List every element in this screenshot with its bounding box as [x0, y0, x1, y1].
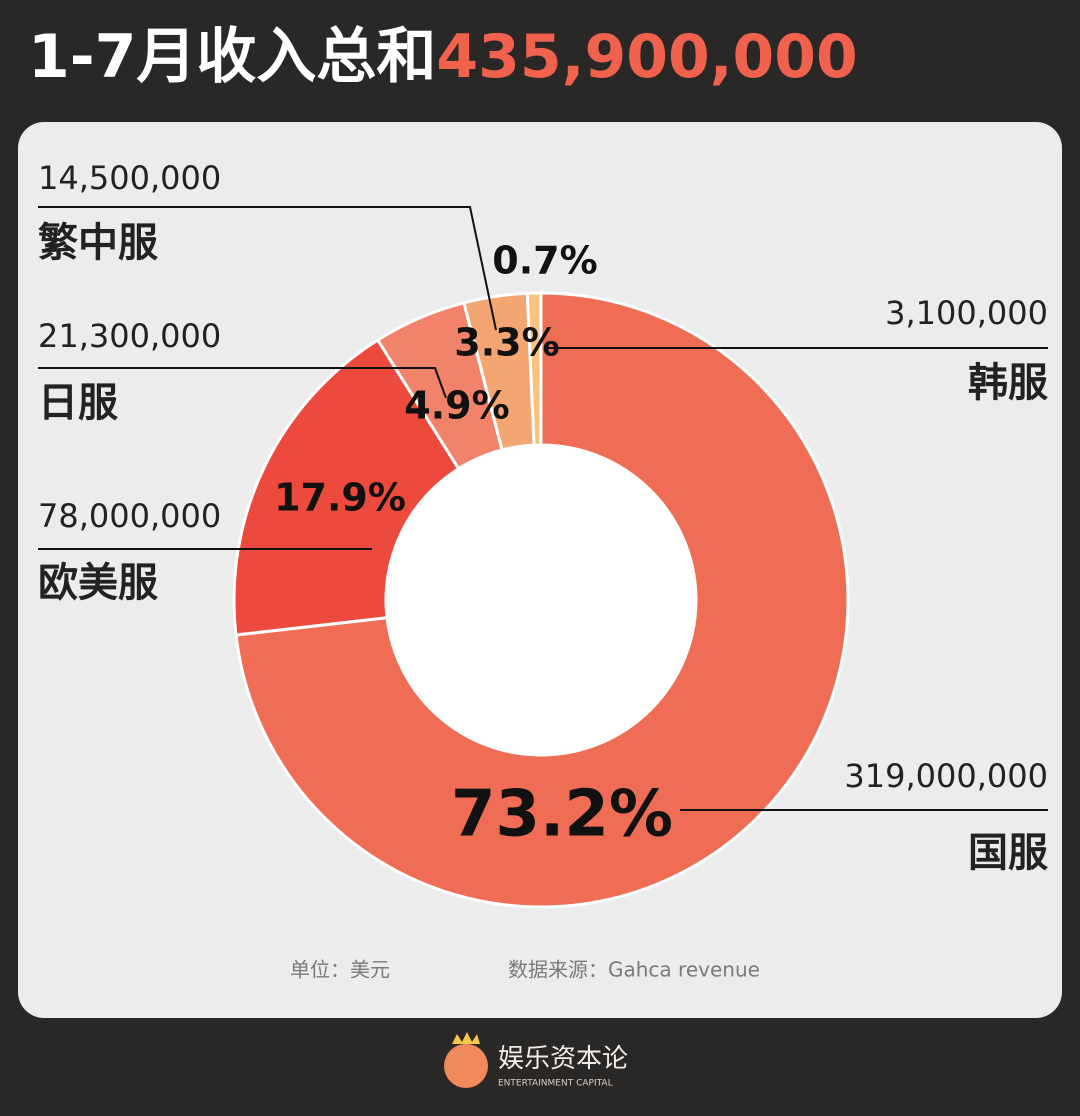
- category-label: 欧美服: [38, 560, 158, 606]
- amount-label: 21,300,000: [38, 317, 221, 355]
- share-label: 73.2%: [451, 778, 673, 852]
- title-total: 435,900,000: [436, 22, 857, 92]
- title-text: 1-7月收入总和: [28, 22, 436, 92]
- logo-brand-en: ENTERTAINMENT CAPITAL: [498, 1079, 613, 1089]
- share-label: 3.3%: [454, 321, 559, 365]
- category-label: 韩服: [968, 360, 1048, 406]
- slice: [234, 291, 850, 909]
- slice: [525, 291, 543, 447]
- source-note: 数据来源：Gahca revenue: [508, 958, 760, 982]
- donut-chart: 319,000,000 国服 73.2% 78,000,000 欧美服 17.9% 21,3…: [38, 159, 1048, 909]
- amount-label: 78,000,000: [38, 497, 221, 535]
- logo-brand: 娱乐资本论: [498, 1044, 628, 1074]
- logo-icon: [444, 1044, 488, 1088]
- amount-label: 319,000,000: [844, 757, 1048, 795]
- share-label: 17.9%: [274, 476, 406, 520]
- leader-line: [38, 206, 497, 331]
- leader-line: [38, 367, 447, 399]
- share-label: 0.7%: [492, 239, 597, 283]
- donut-hole: [387, 446, 695, 754]
- category-label: 繁中服: [38, 220, 158, 266]
- share-label: 4.9%: [404, 384, 509, 428]
- slice: [232, 337, 461, 637]
- category-label: 国服: [968, 830, 1048, 876]
- amount-label: 14,500,000: [38, 159, 221, 197]
- amount-label: 3,100,000: [885, 294, 1048, 332]
- title: 1-7月收入总和435,900,000: [28, 22, 858, 92]
- category-label: 日服: [38, 380, 118, 426]
- unit-note: 单位：美元: [290, 958, 390, 982]
- logo-crown: [452, 1032, 480, 1044]
